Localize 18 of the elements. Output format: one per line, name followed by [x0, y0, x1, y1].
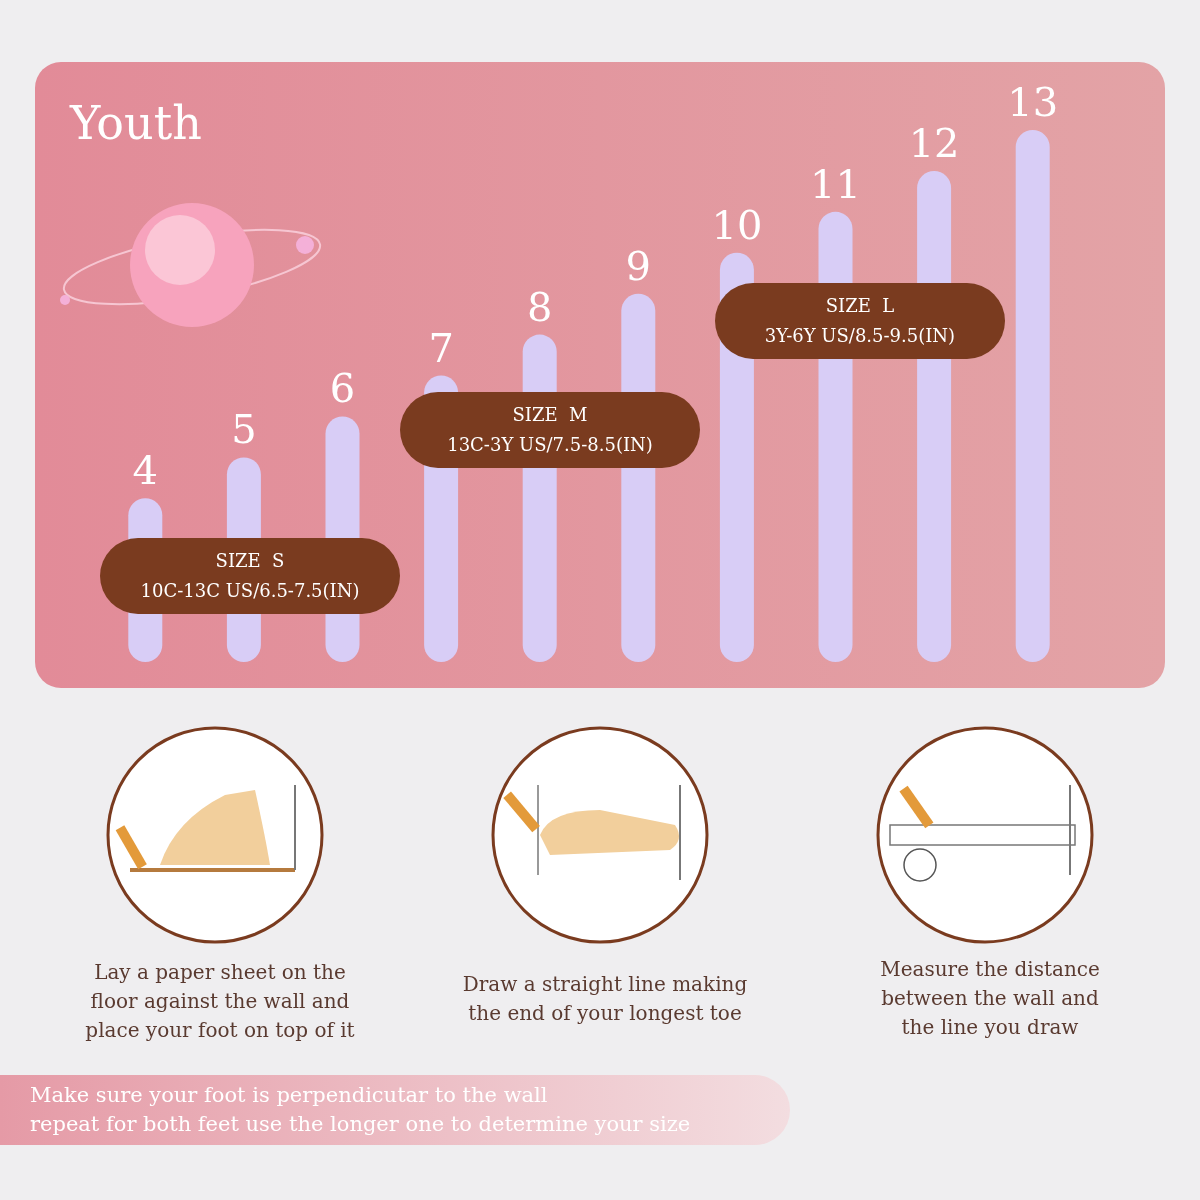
data-label: 4	[132, 447, 159, 494]
size-badge: SIZE S 10C-13C US/6.5-7.5(IN)	[100, 538, 400, 614]
data-label: 9	[625, 242, 652, 289]
data-label: 10	[711, 201, 763, 248]
text: Lay a paper sheet on the floor against the wall and place your foot on top of it	[84, 959, 356, 1044]
text: Draw a straight line making the end of your longest toe	[461, 971, 749, 1027]
data-label: 8	[526, 283, 553, 330]
data-label: 5	[231, 406, 257, 453]
size-badge: SIZE L 3Y-6Y US/8.5-9.5(IN)	[715, 283, 1005, 359]
bar	[1015, 130, 1050, 662]
data-label: 13	[1007, 79, 1059, 125]
chart-title: Youth	[69, 96, 202, 150]
text: Measure the distance between the wall and the line you draw	[879, 956, 1101, 1041]
data-label: 7	[428, 324, 454, 371]
data-label: 6	[329, 365, 356, 412]
data-label: 11	[810, 160, 861, 207]
size-badge: SIZE M 13C-3Y US/7.5-8.5(IN)	[400, 392, 700, 468]
data-label: 12	[908, 119, 960, 166]
